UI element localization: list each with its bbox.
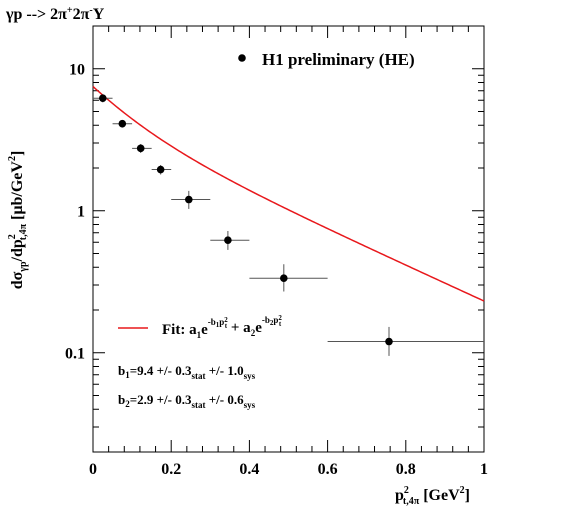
data-point <box>93 94 113 103</box>
x-tick-label: 0.4 <box>239 461 259 478</box>
y-tick-label: 0.1 <box>65 346 85 363</box>
y-tick-label: 1 <box>77 204 85 221</box>
chart-title: γp --> 2π+2π-Y <box>5 5 105 23</box>
data-point <box>132 144 152 154</box>
x-tick-label: 0.6 <box>318 461 338 478</box>
data-point <box>249 264 328 292</box>
legend: H1 preliminary (HE) <box>238 50 415 69</box>
b1-annotation: b1=9.4 +/- 0.3stat +/- 1.0sys <box>118 363 256 381</box>
data-marker <box>385 337 393 346</box>
data-marker <box>118 119 127 128</box>
data-marker <box>156 165 165 174</box>
data-point <box>210 231 250 250</box>
fit-legend: Fit: a1e-b1p2 t + a2e-b2p2 t <box>118 314 282 340</box>
b2-annotation: b2=2.9 +/- 0.3stat +/- 0.6sys <box>118 392 256 410</box>
x-tick-label: 0 <box>89 461 97 478</box>
x-tick-label: 1 <box>480 461 488 478</box>
legend-label: H1 preliminary (HE) <box>262 50 415 69</box>
plot-frame <box>92 25 485 453</box>
data-marker <box>224 236 232 245</box>
data-marker <box>98 94 107 103</box>
x-tick-label: 0.8 <box>396 461 416 478</box>
fit-curve <box>92 85 485 302</box>
data-marker <box>136 144 145 153</box>
y-axis-label: dσγp/dp2t,4π [μb/GeV2] <box>7 151 29 290</box>
axis-tick-labels: 0 0.2 0.4 0.6 0.8 1 0.1 1 10 <box>65 62 488 478</box>
legend-marker <box>238 54 246 62</box>
x-tick-label: 0.2 <box>161 461 181 478</box>
fit-legend-label: Fit: a1e-b1p2 t + a2e-b2p2 t <box>162 314 282 340</box>
data-points <box>93 94 484 356</box>
data-point <box>171 190 211 209</box>
data-point <box>151 164 172 175</box>
data-marker <box>280 274 288 282</box>
data-point <box>327 326 484 356</box>
axis-ticks <box>92 25 485 453</box>
y-tick-label: 10 <box>69 62 85 79</box>
data-point <box>112 119 133 128</box>
x-axis-label: p2 t,4π [GeV2] <box>395 485 470 507</box>
data-marker <box>184 195 193 204</box>
